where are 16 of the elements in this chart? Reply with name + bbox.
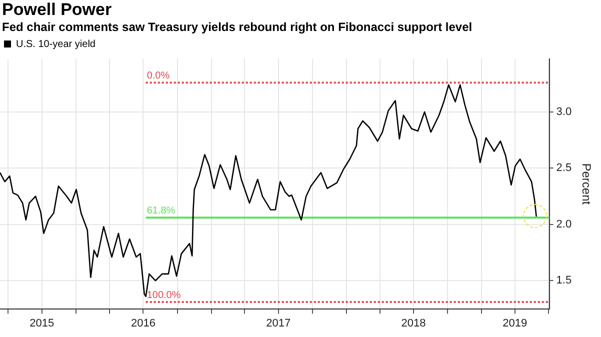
annotation: 61.8%	[146, 205, 176, 216]
y-tick-label: 1.5	[556, 274, 572, 287]
x-tick-label: 2018	[401, 317, 426, 330]
x-tick-label: 2016	[131, 317, 156, 330]
chart-subtitle: Fed chair comments saw Treasury yields rebound right on Fibonacci support level	[1, 20, 474, 35]
y-tick-label: 2.5	[556, 162, 572, 174]
x-tick-label: 2017	[266, 317, 291, 330]
annotation: 0.0%	[146, 70, 170, 82]
annotation: 100.0%	[146, 290, 181, 301]
chart-title: Powell Power	[1, 0, 113, 20]
y-axis-title: Percent	[579, 163, 594, 206]
x-tick-label: 2019	[502, 317, 528, 330]
y-tick-label: 3.0	[556, 106, 572, 118]
x-tick-label: 2015	[30, 317, 54, 330]
legend-label: U.S. 10-year yield	[16, 38, 96, 50]
y-tick-label: 2.0	[556, 218, 572, 230]
